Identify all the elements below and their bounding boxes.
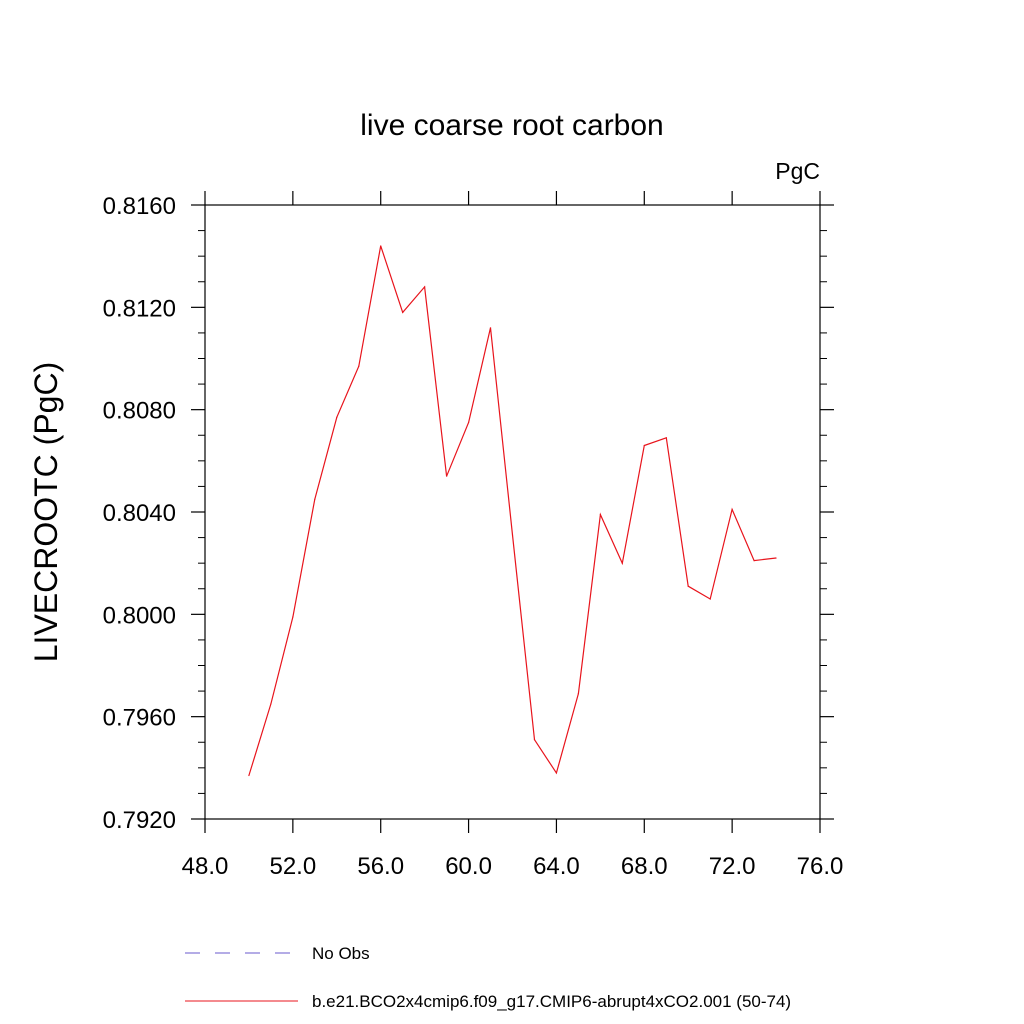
data-point bbox=[292, 616, 294, 618]
x-tick-label: 68.0 bbox=[621, 853, 668, 880]
y-tick-label: 0.7960 bbox=[103, 705, 176, 732]
data-point bbox=[424, 286, 426, 288]
data-point bbox=[248, 774, 250, 777]
x-tick-labels: 48.0 52.0 56.0 60.0 64.0 68.0 72.0 76.0 bbox=[182, 853, 844, 880]
data-point bbox=[731, 508, 733, 511]
x-tick-label: 56.0 bbox=[357, 853, 404, 880]
data-point bbox=[336, 416, 338, 418]
data-point bbox=[380, 245, 382, 247]
data-point bbox=[621, 562, 623, 564]
data-point bbox=[533, 739, 536, 741]
series-layer bbox=[248, 245, 777, 777]
y-tick-label: 0.7920 bbox=[103, 807, 176, 834]
y-axis-label: LIVECROOTC (PgC) bbox=[28, 362, 64, 662]
legend: No Obs b.e21.BCO2x4cmip6.f09_g17.CMIP6-ab… bbox=[185, 944, 791, 1011]
x-tick-label: 60.0 bbox=[445, 853, 492, 880]
x-tick-label: 72.0 bbox=[709, 853, 756, 880]
y-tick-label: 0.8080 bbox=[103, 398, 176, 425]
x-tick-label: 76.0 bbox=[797, 853, 844, 880]
data-point bbox=[577, 693, 579, 695]
y-tick-label: 0.8120 bbox=[103, 295, 176, 322]
x-tick-label: 52.0 bbox=[269, 853, 316, 880]
data-point bbox=[402, 311, 404, 314]
data-point bbox=[511, 534, 514, 536]
data-point bbox=[775, 557, 777, 559]
legend-label: No Obs bbox=[312, 944, 370, 963]
axis-ticks bbox=[191, 191, 834, 833]
y-tick-label: 0.8040 bbox=[103, 500, 176, 527]
data-point bbox=[446, 475, 448, 477]
legend-label: b.e21.BCO2x4cmip6.f09_g17.CMIP6-abrupt4x… bbox=[312, 992, 791, 1011]
data-point bbox=[555, 772, 558, 774]
x-tick-label: 64.0 bbox=[533, 853, 580, 880]
data-point bbox=[643, 444, 645, 447]
data-point bbox=[665, 437, 667, 439]
data-point bbox=[709, 598, 711, 600]
x-tick-label: 48.0 bbox=[182, 853, 229, 880]
y-tick-label: 0.8160 bbox=[103, 193, 176, 220]
data-point bbox=[270, 703, 272, 705]
plot-frame bbox=[204, 204, 821, 820]
series-line bbox=[248, 245, 777, 776]
chart-title: live coarse root carbon bbox=[360, 109, 664, 142]
data-point bbox=[599, 513, 601, 516]
y-tick-labels: 0.7920 0.7960 0.8000 0.8040 0.8080 0.8120 0.81… bbox=[103, 193, 176, 834]
data-point bbox=[489, 327, 492, 329]
y-tick-label: 0.8000 bbox=[103, 602, 176, 629]
data-point bbox=[314, 498, 316, 500]
data-point bbox=[753, 560, 755, 562]
data-point bbox=[467, 421, 470, 424]
data-point bbox=[358, 365, 360, 367]
units-label: PgC bbox=[775, 158, 820, 184]
data-point bbox=[687, 585, 689, 587]
